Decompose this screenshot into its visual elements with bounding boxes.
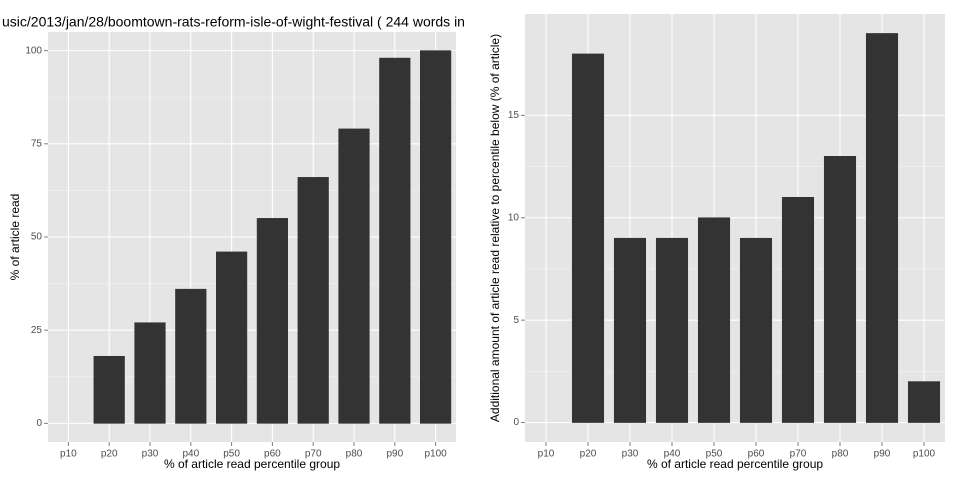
x-tick-label: p20 [580,449,597,460]
bar [613,237,647,423]
bar [781,196,815,423]
bar [134,322,166,424]
bar [175,288,207,424]
y-tick-label: 10 [508,212,520,223]
x-tick-label: p20 [101,449,118,460]
bar [823,156,857,423]
y-tick-label: 0 [36,418,42,429]
bar [571,53,605,423]
x-tick-label: p30 [622,449,639,460]
y-tick-label: 100 [25,45,42,56]
bar [697,217,731,423]
x-tick-label: p80 [832,449,849,460]
bar [256,218,289,424]
y-tick-label: 50 [31,232,43,243]
y-tick-label: 5 [513,315,519,326]
x-tick-label: p70 [790,449,807,460]
x-axis-title: % of article read percentile group [647,457,823,471]
x-tick-label: p40 [664,449,681,460]
x-tick-label: p40 [182,449,199,460]
x-tick-label: p10 [60,449,77,460]
bar [216,251,248,424]
bar [93,355,125,424]
x-tick-label: p90 [386,449,403,460]
x-tick-label: p80 [346,449,363,460]
bar [419,50,452,424]
x-tick-label: p90 [874,449,891,460]
y-axis-title: Additional amount of article read relati… [488,34,502,422]
x-tick-label: p100 [913,449,936,460]
bar [739,237,773,423]
x-tick-label: p70 [305,449,322,460]
bar [907,381,941,423]
x-tick-label: p60 [748,449,765,460]
bar [655,237,689,423]
bar [338,128,370,424]
x-tick-label: p100 [424,449,447,460]
bar [379,57,411,424]
x-tick-label: p10 [538,449,555,460]
y-axis-title: % of article read [8,194,22,281]
y-tick-label: 25 [31,325,43,336]
y-tick-label: 75 [31,138,43,149]
bar [865,33,899,423]
x-tick-label: p30 [142,449,159,460]
x-tick-label: p50 [223,449,240,460]
bar [297,177,329,424]
x-tick-label: p60 [264,449,281,460]
y-tick-label: 0 [513,417,519,428]
x-tick-label: p50 [706,449,723,460]
chart-title: usic/2013/jan/28/boomtown-rats-reform-is… [2,14,465,30]
y-tick-label: 15 [508,110,520,121]
x-axis-title: % of article read percentile group [164,457,340,471]
